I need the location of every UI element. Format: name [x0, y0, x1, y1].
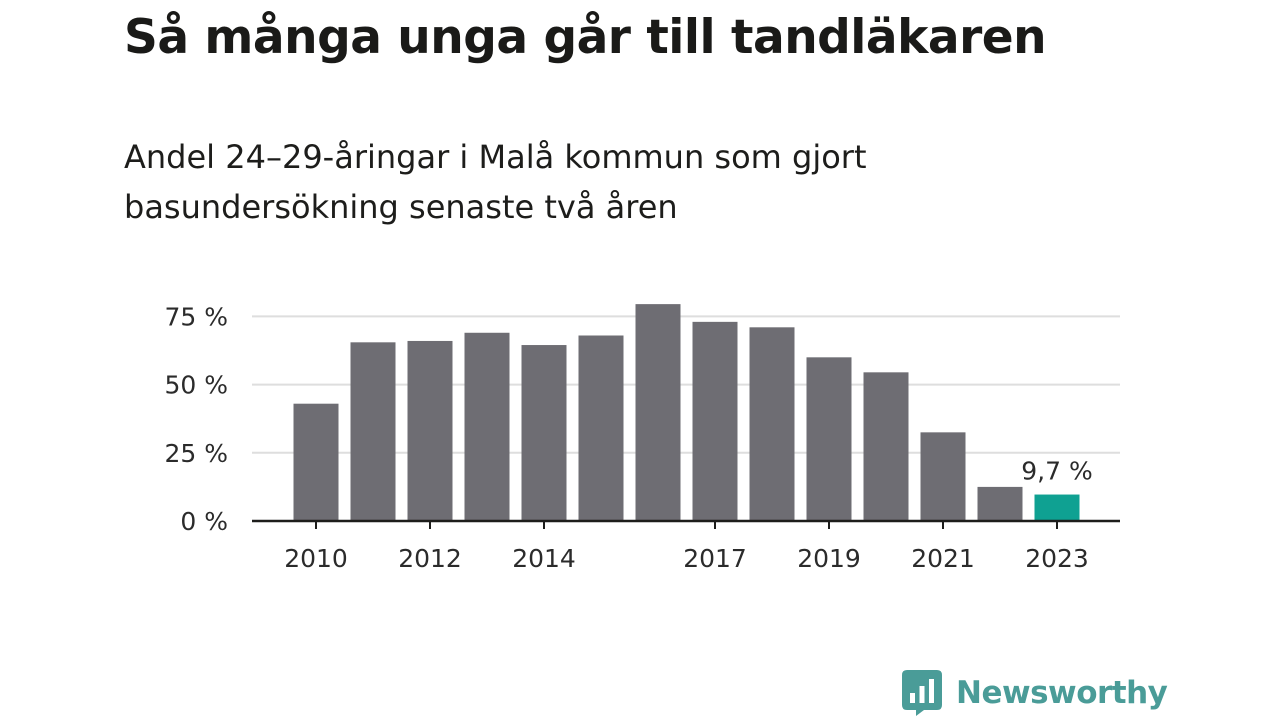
y-tick-label: 75 % — [164, 302, 228, 331]
x-tick-label: 2010 — [284, 544, 348, 573]
bar-2014 — [521, 345, 567, 521]
x-tick-label: 2014 — [512, 544, 576, 573]
chart-title: Så många unga går till tandläkaren — [124, 10, 1047, 65]
data-label: 9,7 % — [1021, 457, 1092, 486]
bar-2010 — [293, 403, 339, 521]
x-tick-label: 2012 — [398, 544, 462, 573]
brand-name: Newsworthy — [956, 675, 1168, 711]
bar-2015 — [578, 335, 624, 521]
newsworthy-logo-icon — [902, 670, 942, 716]
brand-logo: Newsworthy — [902, 670, 1168, 716]
y-tick-label: 25 % — [164, 439, 228, 468]
x-tick-label: 2019 — [797, 544, 861, 573]
bar-2021 — [920, 432, 966, 521]
axes — [252, 519, 1120, 529]
y-tick-label: 50 % — [164, 371, 228, 400]
bar-2013 — [464, 332, 510, 521]
bar-2020 — [863, 372, 909, 521]
bar-2019 — [806, 357, 852, 521]
x-tick-label: 2023 — [1025, 544, 1089, 573]
bar-2016 — [635, 304, 681, 521]
bar-2012 — [407, 340, 453, 521]
x-tick-label: 2021 — [911, 544, 975, 573]
bar-2023 — [1034, 494, 1080, 521]
y-tick-label: 0 % — [180, 507, 228, 536]
labels: 0 % 25 % 50 % 75 % 9,7 % 2010 2012 2014 2017 2019… — [164, 302, 1092, 573]
gridlines — [252, 315, 1120, 454]
bar-2017 — [692, 321, 738, 521]
x-tick-label: 2017 — [683, 544, 747, 573]
bar-2018 — [749, 327, 795, 521]
chart-subtitle: Andel 24–29-åringar i Malå kommun som gj… — [124, 138, 867, 226]
bars — [293, 304, 1080, 521]
bar-2011 — [350, 342, 396, 521]
bar-2022 — [977, 486, 1023, 521]
